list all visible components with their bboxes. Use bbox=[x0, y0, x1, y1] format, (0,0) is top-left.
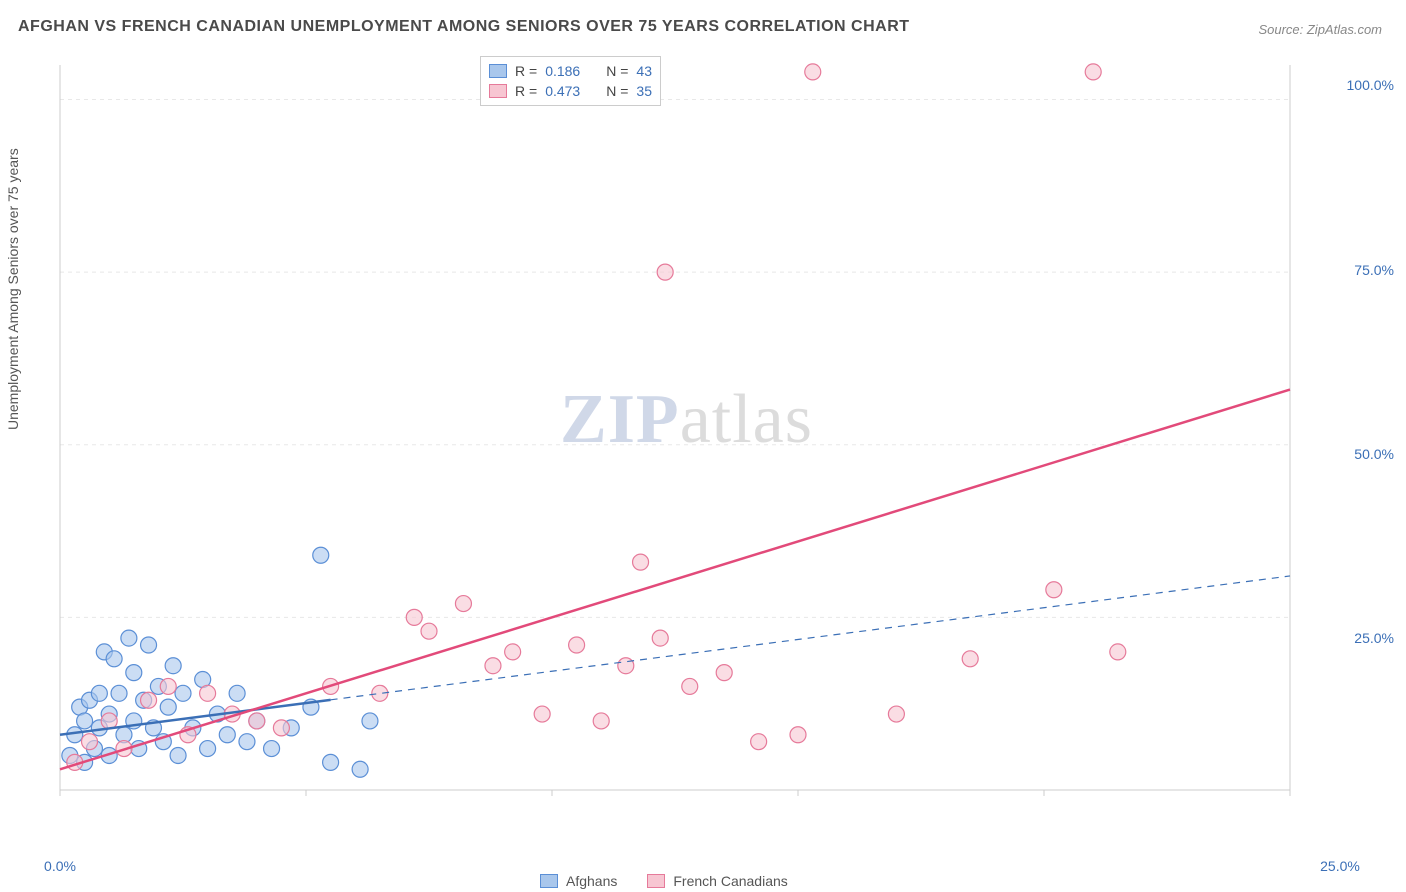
y-tick-75: 75.0% bbox=[1354, 262, 1394, 278]
legend-row-french: R = 0.473 N = 35 bbox=[489, 81, 652, 101]
y-tick-100: 100.0% bbox=[1347, 77, 1394, 93]
x-tick-0: 0.0% bbox=[44, 858, 76, 874]
legend-item-french: French Canadians bbox=[647, 873, 787, 889]
legend-row-afghans: R = 0.186 N = 43 bbox=[489, 61, 652, 81]
y-tick-50: 50.0% bbox=[1354, 446, 1394, 462]
legend-swatch-afghans bbox=[489, 64, 507, 78]
chart-title: AFGHAN VS FRENCH CANADIAN UNEMPLOYMENT A… bbox=[18, 18, 910, 36]
legend-swatch-icon bbox=[647, 874, 665, 888]
plot-area bbox=[50, 55, 1350, 825]
legend-swatch-icon bbox=[540, 874, 558, 888]
source-label: Source: ZipAtlas.com bbox=[1258, 22, 1382, 37]
x-tick-25: 25.0% bbox=[1320, 858, 1360, 874]
y-axis-label: Unemployment Among Seniors over 75 years bbox=[5, 148, 21, 430]
y-tick-25: 25.0% bbox=[1354, 630, 1394, 646]
legend-swatch-french bbox=[489, 84, 507, 98]
legend-item-afghans: Afghans bbox=[540, 873, 617, 889]
correlation-legend: R = 0.186 N = 43 R = 0.473 N = 35 bbox=[480, 56, 661, 106]
scatter-chart bbox=[50, 55, 1350, 825]
series-legend: Afghans French Canadians bbox=[540, 873, 788, 889]
